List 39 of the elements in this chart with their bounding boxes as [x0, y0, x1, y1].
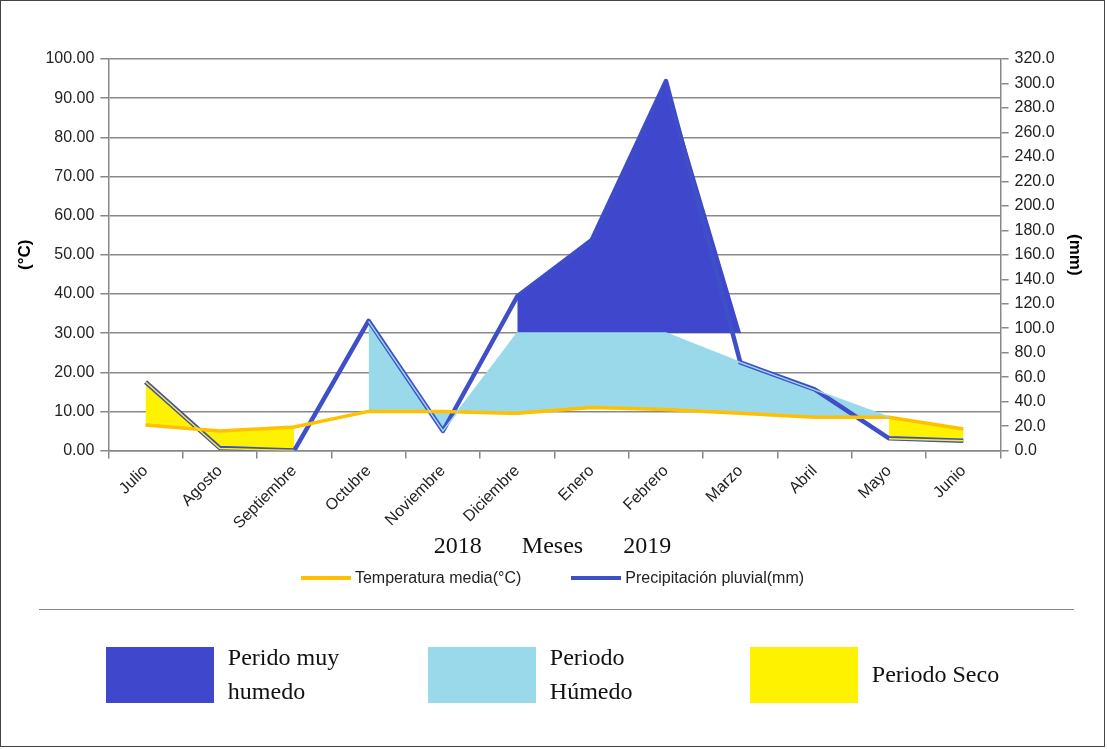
x-tick-label: Julio [115, 461, 151, 497]
text: 2018 [433, 532, 482, 559]
y2-tick-label: 260.0 [1014, 122, 1055, 140]
y-tick-label: 0.00 [63, 440, 95, 458]
legend-label: Precipitación pluvial(mm) [625, 569, 805, 587]
y2-tick-label: 280.0 [1014, 98, 1055, 116]
y-tick-label: 70.00 [54, 166, 95, 184]
y-tick-label: 40.00 [54, 284, 95, 302]
y2-tick-label: 120.0 [1014, 294, 1055, 312]
y2-tick-label: 320.0 [1014, 49, 1055, 67]
y2-axis-title: (mm) [1066, 234, 1086, 276]
y-tick-label: 90.00 [54, 88, 95, 106]
y-tick-label: 50.00 [54, 245, 95, 263]
y2-tick-label: 20.0 [1014, 416, 1046, 434]
legend-label: Perido muy humedo [227, 643, 341, 706]
y2-tick-label: 220.0 [1014, 171, 1055, 189]
y2-tick-label: 240.0 [1014, 147, 1055, 165]
legend-label: Periodo Húmedo [549, 643, 634, 706]
y-tick-label: 30.00 [54, 323, 95, 341]
y-tick-label: 100.00 [45, 49, 95, 67]
y2-tick-label: 180.0 [1014, 220, 1055, 238]
legend-label: Temperatura media(°C) [354, 569, 522, 587]
y2-tick-label: 140.0 [1014, 269, 1055, 287]
y2-tick-label: 300.0 [1014, 73, 1055, 91]
y2-tick-label: 0.0 [1014, 440, 1037, 458]
y-tick-label: 20.00 [54, 362, 95, 380]
x-axis-title: Meses [521, 532, 584, 559]
y-tick-label: 60.00 [54, 206, 95, 224]
y2-tick-label: 60.0 [1014, 367, 1046, 385]
legend-label: Periodo Seco [871, 660, 1000, 689]
y2-tick-label: 80.0 [1014, 343, 1046, 361]
y2-tick-label: 40.0 [1014, 392, 1046, 410]
y2-tick-label: 100.0 [1014, 318, 1055, 336]
y-tick-label: 10.00 [54, 401, 95, 419]
y2-tick-label: 160.0 [1014, 245, 1055, 263]
y2-tick-label: 200.0 [1014, 196, 1055, 214]
y-tick-label: 80.00 [54, 127, 95, 145]
text: 2019 [623, 532, 672, 559]
y-axis-title: (°C) [14, 239, 34, 270]
